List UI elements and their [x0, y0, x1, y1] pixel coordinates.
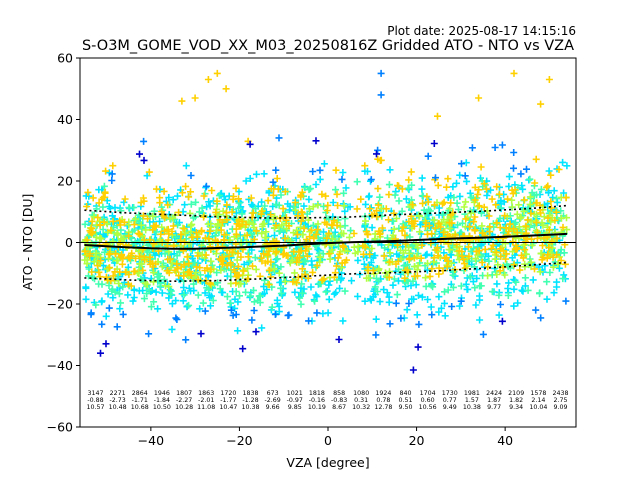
- bin-annotation-stds: 9.09: [553, 404, 567, 411]
- y-tick-label: 0: [65, 235, 73, 250]
- bin-annotation-counts: 2864: [132, 390, 148, 397]
- bin-annotation-means: -0.83: [331, 397, 347, 404]
- bin-annotation-stds: 10.48: [109, 404, 127, 411]
- bin-annotation-counts: 2438: [552, 390, 568, 397]
- bin-annotation-stds: 10.04: [529, 404, 547, 411]
- x-tick-label: 0: [324, 433, 332, 448]
- bin-annotation-means: 0.31: [354, 397, 368, 404]
- bin-annotation-means: -0.97: [287, 397, 303, 404]
- x-tick-label: −20: [226, 433, 252, 448]
- bin-annotation-stds: 10.38: [463, 404, 481, 411]
- bin-annotation-means: 0.60: [421, 397, 435, 404]
- y-tick-label: 20: [57, 174, 73, 189]
- bin-annotation-counts: 2271: [110, 390, 126, 397]
- bin-annotation-counts: 1730: [442, 390, 458, 397]
- bin-annotation-stds: 10.57: [86, 404, 104, 411]
- y-tick-label: −60: [47, 420, 73, 435]
- bin-annotation-means: -0.16: [309, 397, 325, 404]
- scatter-points: [81, 69, 571, 374]
- bin-annotation-stds: 10.38: [241, 404, 259, 411]
- bin-annotation-means: 0.78: [376, 397, 390, 404]
- x-tick-label: 20: [409, 433, 425, 448]
- bin-annotation-counts: 1946: [154, 390, 170, 397]
- y-tick-label: −20: [47, 297, 73, 312]
- bin-annotation-stds: 9.85: [288, 404, 302, 411]
- bin-annotation-stds: 9.49: [443, 404, 457, 411]
- y-tick-label: 60: [57, 51, 73, 66]
- bin-annotation-counts: 1720: [220, 390, 236, 397]
- bin-annotation-stds: 10.56: [419, 404, 437, 411]
- bin-annotation-means: 0.77: [443, 397, 457, 404]
- bin-annotation-counts: 1924: [375, 390, 391, 397]
- bin-annotation-counts: 1080: [353, 390, 369, 397]
- bin-annotation-stds: 10.68: [131, 404, 149, 411]
- bin-annotation-stds: 9.34: [509, 404, 523, 411]
- bin-annotations: 3147-0.8810.572271-2.7310.482864-1.7110.…: [86, 390, 568, 411]
- bin-annotation-means: 1.82: [509, 397, 523, 404]
- bin-annotation-stds: 10.28: [175, 404, 193, 411]
- bin-annotation-stds: 9.66: [266, 404, 280, 411]
- bin-annotation-stds: 11.08: [197, 404, 215, 411]
- bin-annotation-stds: 9.50: [398, 404, 412, 411]
- bin-annotation-means: -1.77: [220, 397, 236, 404]
- y-axis-label: ATO - NTO [DU]: [20, 194, 35, 291]
- bin-annotation-stds: 10.32: [352, 404, 370, 411]
- bin-annotation-counts: 1863: [198, 390, 214, 397]
- y-tick-label: 40: [57, 112, 73, 127]
- bin-annotation-stds: 10.19: [308, 404, 326, 411]
- x-axis-label: VZA [degree]: [286, 455, 369, 470]
- bin-annotation-means: -1.84: [154, 397, 170, 404]
- bin-annotation-means: 0.51: [398, 397, 412, 404]
- bin-annotation-means: 2.75: [553, 397, 567, 404]
- bin-annotation-counts: 1818: [309, 390, 325, 397]
- bin-annotation-counts: 1578: [530, 390, 546, 397]
- mean-line: [84, 232, 568, 250]
- upper-std-line: [84, 204, 568, 219]
- bin-annotation-means: -2.73: [109, 397, 125, 404]
- bin-annotation-means: -1.71: [132, 397, 148, 404]
- bin-annotation-stds: 8.67: [332, 404, 346, 411]
- y-tick-label: −40: [47, 358, 73, 373]
- lower-std-line: [84, 261, 568, 283]
- bin-annotation-counts: 858: [333, 390, 345, 397]
- bin-annotation-means: -2.69: [264, 397, 280, 404]
- bin-annotation-means: 1.87: [487, 397, 501, 404]
- statistic-lines: [80, 204, 576, 283]
- x-tick-label: 40: [497, 433, 513, 448]
- chart-title: S-O3M_GOME_VOD_XX_M03_20250816Z Gridded …: [82, 38, 574, 54]
- marker-group: [87, 69, 570, 344]
- plot-date: Plot date: 2025-08-17 14:15:16: [387, 24, 576, 38]
- bin-annotation-counts: 673: [267, 390, 279, 397]
- x-tick-label: −40: [138, 433, 164, 448]
- bin-annotation-stds: 10.47: [219, 404, 237, 411]
- bin-annotation-counts: 1021: [287, 390, 303, 397]
- bin-annotation-stds: 12.78: [374, 404, 392, 411]
- marker-group: [97, 137, 506, 374]
- bin-annotation-means: -0.88: [87, 397, 103, 404]
- bin-annotation-counts: 2109: [508, 390, 524, 397]
- bin-annotation-means: -2.01: [198, 397, 214, 404]
- axes: −40 −20 0 20 40 −60 −40 −20 0 20 40 60: [47, 51, 514, 449]
- bin-annotation-stds: 10.50: [153, 404, 171, 411]
- bin-annotation-counts: 1838: [242, 390, 258, 397]
- bin-annotation-counts: 2424: [486, 390, 502, 397]
- bin-annotation-counts: 1704: [420, 390, 436, 397]
- bin-annotation-counts: 1981: [464, 390, 480, 397]
- bin-annotation-means: -1.28: [242, 397, 258, 404]
- bin-annotation-means: 2.14: [531, 397, 545, 404]
- bin-annotation-means: 1.57: [465, 397, 479, 404]
- bin-annotation-counts: 840: [399, 390, 411, 397]
- bin-annotation-stds: 9.77: [487, 404, 501, 411]
- bin-annotation-counts: 1807: [176, 390, 192, 397]
- bin-annotation-counts: 3147: [87, 390, 103, 397]
- bin-annotation-means: -2.27: [176, 397, 192, 404]
